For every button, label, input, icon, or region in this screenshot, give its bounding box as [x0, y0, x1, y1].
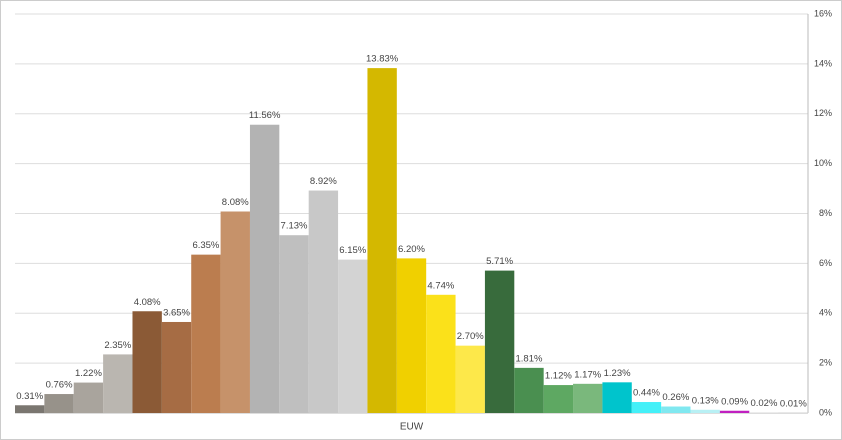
bar	[367, 68, 397, 413]
value-label: 8.08%	[222, 197, 249, 208]
y-tick-label: 8%	[819, 208, 832, 218]
bar	[690, 409, 720, 413]
bar	[338, 259, 368, 413]
bar	[661, 406, 691, 413]
value-label: 6.20%	[398, 244, 425, 255]
y-tick-label: 16%	[814, 8, 832, 18]
bar	[573, 383, 603, 413]
bar	[161, 321, 192, 413]
value-label: 0.44%	[633, 388, 660, 399]
value-label: 0.02%	[750, 398, 777, 409]
bar	[73, 382, 104, 413]
bar	[279, 235, 309, 413]
y-tick-label: 2%	[819, 358, 832, 368]
value-label: 4.74%	[427, 280, 454, 291]
bar	[396, 258, 427, 413]
bar	[719, 410, 750, 413]
value-label: 6.35%	[192, 240, 219, 251]
bar	[15, 405, 45, 413]
y-tick-label: 4%	[819, 308, 832, 318]
bar	[602, 382, 632, 413]
bar	[631, 402, 662, 413]
bar	[514, 367, 544, 413]
value-label: 8.92%	[310, 176, 337, 187]
bar	[484, 270, 515, 413]
value-label: 0.01%	[780, 398, 807, 409]
value-label: 3.65%	[163, 307, 190, 318]
value-label: 0.31%	[16, 391, 43, 402]
y-tick-label: 6%	[819, 258, 832, 268]
bar	[455, 345, 485, 413]
value-label: 1.81%	[516, 353, 543, 364]
bar	[308, 190, 339, 413]
value-label: 5.71%	[486, 256, 513, 267]
bar	[191, 254, 221, 413]
value-label: 4.08%	[134, 297, 161, 308]
value-label: 13.83%	[366, 54, 399, 65]
value-label: 11.56%	[249, 110, 281, 121]
bar	[426, 294, 456, 413]
y-tick-label: 10%	[814, 158, 832, 168]
value-label: 0.13%	[692, 395, 719, 406]
value-label: 1.23%	[604, 368, 631, 379]
bar	[543, 385, 574, 413]
value-label: 0.76%	[46, 380, 73, 391]
value-label: 0.26%	[662, 392, 689, 403]
value-label: 0.09%	[721, 396, 748, 407]
value-label: 1.22%	[75, 368, 102, 379]
bar	[220, 211, 250, 413]
value-label: 6.15%	[339, 245, 366, 256]
y-tick-label: 14%	[814, 58, 832, 68]
value-label: 1.12%	[545, 371, 572, 382]
value-label: 2.35%	[104, 340, 131, 351]
x-tick-label: EUW	[400, 422, 424, 433]
bar	[103, 354, 133, 413]
bar	[44, 394, 74, 413]
y-tick-label: 12%	[814, 108, 832, 118]
bar	[132, 311, 162, 413]
bar	[249, 124, 280, 413]
value-label: 2.70%	[457, 331, 484, 342]
value-label: 7.13%	[281, 221, 308, 232]
y-tick-label: 0%	[819, 407, 832, 417]
value-label: 1.17%	[574, 369, 601, 380]
